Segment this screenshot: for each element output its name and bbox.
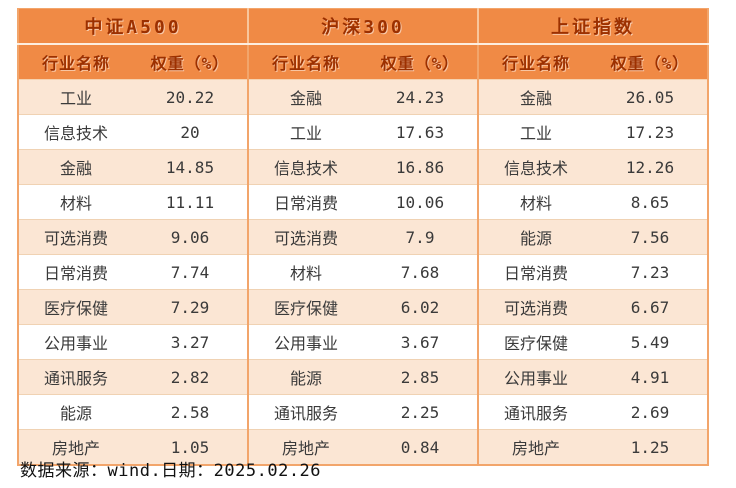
industry-name-cell: 材料 bbox=[477, 184, 593, 220]
index-header-sse-composite: 上证指数 bbox=[477, 8, 708, 45]
industry-name-cell: 能源 bbox=[247, 359, 363, 395]
table-row: 工业 20.22 金融 24.23 金融 26.05 bbox=[18, 79, 708, 115]
weight-value-cell: 1.05 bbox=[133, 429, 248, 466]
weight-value-cell: 6.02 bbox=[363, 289, 478, 325]
industry-name-cell: 医疗保健 bbox=[247, 289, 363, 325]
industry-name-cell: 信息技术 bbox=[18, 114, 133, 150]
weight-value-cell: 2.85 bbox=[363, 359, 478, 395]
table-row: 房地产 1.05 房地产 0.84 房地产 1.25 bbox=[18, 429, 708, 466]
table-row: 通讯服务 2.82 能源 2.85 公用事业 4.91 bbox=[18, 359, 708, 395]
industry-name-cell: 金融 bbox=[247, 79, 363, 115]
index-header-csi-300: 沪深300 bbox=[247, 8, 478, 45]
weight-value-cell: 7.68 bbox=[363, 254, 478, 290]
weight-value-cell: 26.05 bbox=[593, 79, 708, 115]
column-header-industry: 行业名称 bbox=[18, 44, 133, 80]
industry-name-cell: 信息技术 bbox=[477, 149, 593, 185]
industry-name-cell: 信息技术 bbox=[247, 149, 363, 185]
weight-value-cell: 11.11 bbox=[133, 184, 248, 220]
weight-value-cell: 16.86 bbox=[363, 149, 478, 185]
industry-name-cell: 日常消费 bbox=[18, 254, 133, 290]
industry-name-cell: 工业 bbox=[18, 79, 133, 115]
industry-name-cell: 公用事业 bbox=[477, 359, 593, 395]
industry-name-cell: 公用事业 bbox=[247, 324, 363, 360]
weight-value-cell: 10.06 bbox=[363, 184, 478, 220]
weight-value-cell: 17.63 bbox=[363, 114, 478, 150]
weight-value-cell: 7.56 bbox=[593, 219, 708, 255]
industry-name-cell: 医疗保健 bbox=[477, 324, 593, 360]
weight-value-cell: 12.26 bbox=[593, 149, 708, 185]
industry-name-cell: 可选消费 bbox=[477, 289, 593, 325]
industry-name-cell: 通讯服务 bbox=[477, 394, 593, 430]
table-row: 材料 11.11 日常消费 10.06 材料 8.65 bbox=[18, 184, 708, 220]
index-header-row: 中证A500 沪深300 上证指数 bbox=[18, 8, 708, 45]
industry-name-cell: 能源 bbox=[477, 219, 593, 255]
industry-name-cell: 可选消费 bbox=[247, 219, 363, 255]
weight-value-cell: 2.69 bbox=[593, 394, 708, 430]
weight-value-cell: 7.29 bbox=[133, 289, 248, 325]
table-row: 能源 2.58 通讯服务 2.25 通讯服务 2.69 bbox=[18, 394, 708, 430]
industry-name-cell: 金融 bbox=[18, 149, 133, 185]
industry-weight-table: 中证A500 沪深300 上证指数 行业名称 权重（%） 行业名称 权重（%） … bbox=[17, 8, 709, 466]
weight-value-cell: 2.25 bbox=[363, 394, 478, 430]
table-row: 日常消费 7.74 材料 7.68 日常消费 7.23 bbox=[18, 254, 708, 290]
industry-name-cell: 医疗保健 bbox=[18, 289, 133, 325]
weight-value-cell: 2.82 bbox=[133, 359, 248, 395]
industry-name-cell: 工业 bbox=[477, 114, 593, 150]
industry-name-cell: 通讯服务 bbox=[18, 359, 133, 395]
table-row: 可选消费 9.06 可选消费 7.9 能源 7.56 bbox=[18, 219, 708, 255]
table-row: 金融 14.85 信息技术 16.86 信息技术 12.26 bbox=[18, 149, 708, 185]
column-header-weight: 权重（%） bbox=[593, 44, 708, 80]
industry-name-cell: 通讯服务 bbox=[247, 394, 363, 430]
industry-name-cell: 材料 bbox=[18, 184, 133, 220]
weight-value-cell: 9.06 bbox=[133, 219, 248, 255]
weight-value-cell: 24.23 bbox=[363, 79, 478, 115]
weight-value-cell: 4.91 bbox=[593, 359, 708, 395]
weight-value-cell: 7.9 bbox=[363, 219, 478, 255]
industry-name-cell: 房地产 bbox=[247, 429, 363, 466]
industry-name-cell: 日常消费 bbox=[477, 254, 593, 290]
weight-value-cell: 2.58 bbox=[133, 394, 248, 430]
weight-value-cell: 7.74 bbox=[133, 254, 248, 290]
industry-name-cell: 金融 bbox=[477, 79, 593, 115]
index-header-csi-a500: 中证A500 bbox=[18, 8, 248, 45]
column-header-industry: 行业名称 bbox=[477, 44, 593, 80]
weight-value-cell: 14.85 bbox=[133, 149, 248, 185]
industry-name-cell: 日常消费 bbox=[247, 184, 363, 220]
industry-name-cell: 工业 bbox=[247, 114, 363, 150]
industry-name-cell: 房地产 bbox=[18, 429, 133, 466]
table-row: 公用事业 3.27 公用事业 3.67 医疗保健 5.49 bbox=[18, 324, 708, 360]
weight-value-cell: 3.27 bbox=[133, 324, 248, 360]
column-header-weight: 权重（%） bbox=[363, 44, 478, 80]
weight-value-cell: 7.23 bbox=[593, 254, 708, 290]
weight-value-cell: 17.23 bbox=[593, 114, 708, 150]
table-body: 工业 20.22 金融 24.23 金融 26.05 信息技术 20 工业 17.63 工业 17.2… bbox=[18, 79, 708, 466]
data-source-note: 数据来源：wind.日期：2025.02.26 bbox=[20, 461, 322, 481]
column-header-industry: 行业名称 bbox=[247, 44, 363, 80]
industry-name-cell: 公用事业 bbox=[18, 324, 133, 360]
table-row: 医疗保健 7.29 医疗保健 6.02 可选消费 6.67 bbox=[18, 289, 708, 325]
industry-name-cell: 能源 bbox=[18, 394, 133, 430]
weight-value-cell: 5.49 bbox=[593, 324, 708, 360]
column-header-row: 行业名称 权重（%） 行业名称 权重（%） 行业名称 权重（%） bbox=[18, 44, 708, 80]
table-header: 中证A500 沪深300 上证指数 行业名称 权重（%） 行业名称 权重（%） … bbox=[18, 8, 708, 80]
weight-value-cell: 0.84 bbox=[363, 429, 478, 466]
weight-value-cell: 3.67 bbox=[363, 324, 478, 360]
weight-value-cell: 6.67 bbox=[593, 289, 708, 325]
table-row: 信息技术 20 工业 17.63 工业 17.23 bbox=[18, 114, 708, 150]
industry-name-cell: 可选消费 bbox=[18, 219, 133, 255]
weight-value-cell: 8.65 bbox=[593, 184, 708, 220]
weight-value-cell: 1.25 bbox=[593, 429, 708, 466]
weight-value-cell: 20 bbox=[133, 114, 248, 150]
column-header-weight: 权重（%） bbox=[133, 44, 248, 80]
industry-name-cell: 材料 bbox=[247, 254, 363, 290]
industry-name-cell: 房地产 bbox=[477, 429, 593, 466]
weight-value-cell: 20.22 bbox=[133, 79, 248, 115]
